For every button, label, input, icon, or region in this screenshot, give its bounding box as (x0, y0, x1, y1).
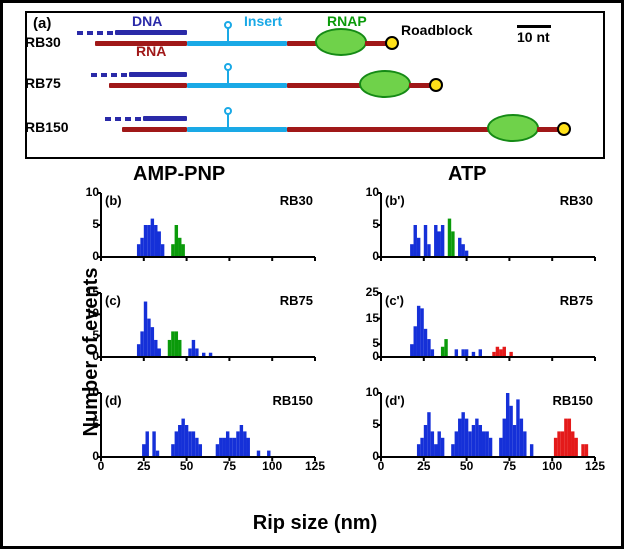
ytick-label: 15 (71, 285, 99, 299)
chart-panel-cp: (c')RB75051525 (339, 289, 599, 377)
x-axis-title: Rip size (nm) (253, 512, 377, 535)
hairpin-stem-3 (227, 114, 229, 127)
rna-line-2a (109, 83, 187, 88)
scale-bar (517, 25, 551, 28)
rnap-3 (487, 114, 539, 142)
chart-panel-dp: (d')RB15005100255075100125 (339, 389, 599, 477)
ytick-label: 5 (351, 336, 379, 350)
dna-line-3 (143, 116, 187, 121)
hairpin-loop-2 (224, 63, 232, 71)
ytick-label: 0 (351, 349, 379, 363)
rna-line-3b (287, 127, 497, 132)
chart-panel-bp: (b')RB300510 (339, 189, 599, 277)
panel-a: (a) DNA RNA Insert RNAP Roadblock 10 nt … (25, 11, 605, 159)
rna-line-3a (122, 127, 187, 132)
rna-line-2b (287, 83, 367, 88)
row-label-rb75: RB75 (25, 75, 75, 91)
chart-panel-c: (c)RB75051015 (59, 289, 319, 377)
ytick-label: 25 (351, 285, 379, 299)
ytick-label: 5 (351, 217, 379, 231)
rna-line-1a (95, 41, 187, 46)
hairpin-loop-3 (224, 107, 232, 115)
ytick-label: 15 (351, 311, 379, 325)
charts-area: AMP-PNP ATP Number of events Rip size (n… (3, 163, 624, 541)
hairpin-loop-1 (224, 21, 232, 29)
ytick-label: 10 (351, 385, 379, 399)
insert-line-1 (187, 41, 287, 46)
ytick-label: 5 (351, 417, 379, 431)
insert-line-2 (187, 83, 287, 88)
chart-panel-d: (d)RB15005100255075100125 (59, 389, 319, 477)
ytick-label: 10 (351, 185, 379, 199)
rnap-2 (359, 70, 411, 98)
dna-line-1 (115, 30, 187, 35)
legend-dna: DNA (132, 13, 162, 29)
roadblock-3 (557, 122, 571, 136)
panel-a-tag: (a) (33, 15, 51, 32)
ytick-label: 0 (71, 249, 99, 263)
hairpin-stem-2 (227, 70, 229, 83)
legend-rnap: RNAP (327, 13, 367, 29)
ytick-label: 10 (71, 385, 99, 399)
ytick-label: 5 (71, 417, 99, 431)
ytick-label: 0 (71, 349, 99, 363)
roadblock-2 (429, 78, 443, 92)
dna-line-2 (129, 72, 187, 77)
legend-roadblock: Roadblock (401, 22, 473, 38)
ytick-label: 0 (351, 249, 379, 263)
ytick-label: 0 (71, 449, 99, 463)
chart-panel-b: (b)RB300510 (59, 189, 319, 277)
hairpin-stem-1 (227, 28, 229, 41)
row-label-rb150: RB150 (25, 119, 75, 135)
legend-insert: Insert (244, 13, 282, 29)
ytick-label: 0 (351, 449, 379, 463)
ytick-label: 5 (71, 217, 99, 231)
ytick-label: 5 (71, 328, 99, 342)
ytick-label: 10 (71, 185, 99, 199)
roadblock-1 (385, 36, 399, 50)
col-title-left: AMP-PNP (133, 163, 225, 186)
scale-text: 10 nt (517, 29, 550, 45)
col-title-right: ATP (448, 163, 487, 186)
ytick-label: 10 (71, 306, 99, 320)
figure-root: (a) DNA RNA Insert RNAP Roadblock 10 nt … (0, 0, 624, 549)
row-label-rb30: RB30 (25, 34, 75, 50)
insert-line-3 (187, 127, 287, 132)
rnap-1 (315, 28, 367, 56)
